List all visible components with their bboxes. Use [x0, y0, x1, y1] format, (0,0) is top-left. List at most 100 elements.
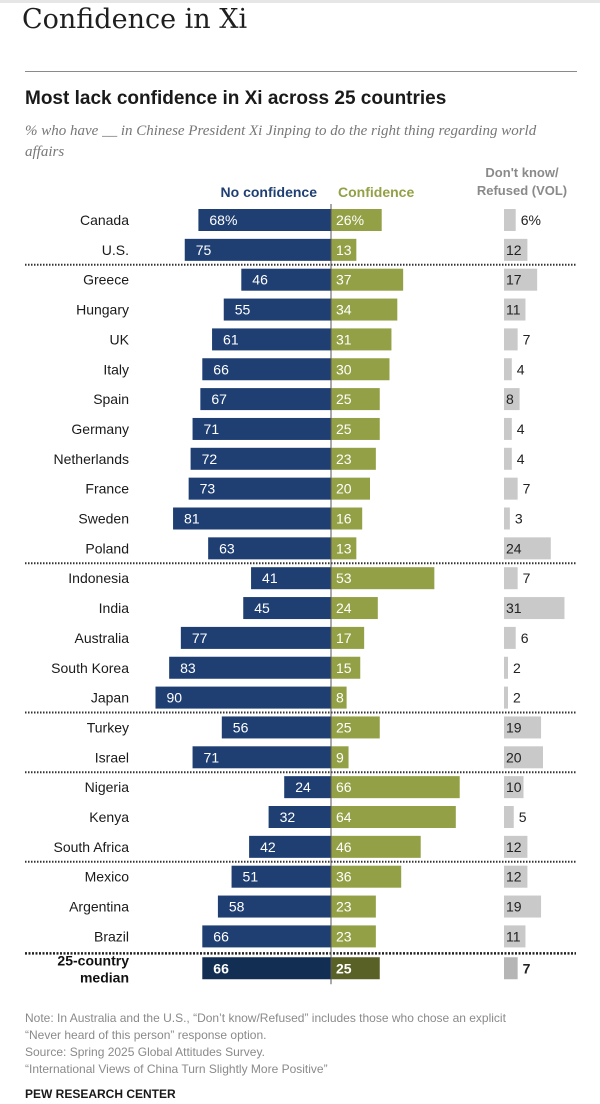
no-confidence-label-kenya: 32 — [280, 809, 296, 825]
no-confidence-bar-brazil — [202, 925, 331, 948]
dont-know-label-turkey: 19 — [506, 719, 522, 735]
dont-know-label-nigeria: 10 — [506, 779, 522, 795]
no-confidence-bar-germany — [192, 417, 331, 440]
dont-know-bar-indonesia — [504, 567, 518, 590]
median-label-line-2: median — [80, 969, 129, 985]
no-confidence-label-israel: 71 — [204, 749, 220, 765]
dont-know-label-greece: 17 — [506, 272, 522, 288]
dont-know-label-italy: 4 — [517, 361, 525, 377]
no-confidence-label-poland: 63 — [219, 540, 235, 556]
confidence-bar-spain — [331, 388, 380, 411]
dont-know-bar-nigeria — [504, 776, 524, 799]
country-label-india: India — [99, 600, 130, 616]
confidence-label-hungary: 34 — [336, 302, 352, 318]
no-confidence-bar-canada — [198, 209, 331, 231]
no-confidence-bar-turkey — [221, 716, 331, 739]
dont-know-bar-france — [504, 477, 518, 500]
no-confidence-label-france: 73 — [200, 481, 216, 497]
country-label-germany: Germany — [71, 421, 129, 437]
dont-know-bar-turkey — [504, 716, 542, 739]
no-confidence-label-nigeria: 24 — [295, 779, 311, 795]
dont-know-bar-south-korea — [504, 656, 508, 679]
report-title-line: “International Views of China Turn Sligh… — [25, 1062, 328, 1076]
pew-credit: PEW RESEARCH CENTER — [25, 1087, 176, 1101]
no-confidence-bar-poland — [208, 537, 331, 560]
title-rule — [25, 71, 577, 72]
dont-know-bar-u-s — [504, 238, 528, 261]
confidence-label-india: 24 — [336, 600, 352, 616]
dont-know-bar-canada — [504, 209, 516, 231]
no-confidence-label-australia: 77 — [192, 630, 208, 646]
confidence-bar-japan — [331, 686, 347, 709]
dont-know-label-mexico: 12 — [506, 869, 522, 885]
confidence-bar-mexico — [331, 865, 402, 888]
no-confidence-label-uk: 61 — [223, 331, 239, 347]
dont-know-bar-poland — [504, 537, 551, 560]
dont-know-bar-uk — [504, 328, 518, 351]
no-confidence-label-germany: 71 — [204, 421, 220, 437]
confidence-bar-south-korea — [331, 656, 361, 679]
no-confidence-bar-mexico — [231, 865, 331, 888]
country-label-poland: Poland — [85, 540, 129, 556]
dont-know-label-u-s: 12 — [506, 242, 522, 258]
confidence-label-uk: 31 — [336, 331, 352, 347]
no-confidence-bar-uk — [212, 328, 331, 351]
country-label-turkey: Turkey — [87, 719, 129, 735]
no-confidence-bar-south-africa — [249, 835, 331, 858]
confidence-bar-nigeria — [331, 776, 460, 799]
confidence-label-canada: 26% — [336, 212, 364, 228]
confidence-bar-australia — [331, 626, 365, 649]
no-confidence-label-india: 45 — [254, 600, 270, 616]
note-line-1: Note: In Australia and the U.S., “Don’t … — [25, 1011, 506, 1025]
confidence-label-australia: 17 — [336, 630, 352, 646]
confidence-label-greece: 37 — [336, 272, 352, 288]
confidence-label-germany: 25 — [336, 421, 352, 437]
dont-know-label-indonesia: 7 — [523, 570, 531, 586]
dont-know-bar-sweden — [504, 507, 510, 530]
dont-know-bar-india — [504, 597, 565, 620]
confidence-bar-hungary — [331, 298, 398, 321]
no-confidence-label-italy: 66 — [213, 361, 229, 377]
country-label-u-s: U.S. — [102, 242, 129, 258]
no-confidence-label-south-africa: 42 — [260, 839, 276, 855]
dont-know-label-germany: 4 — [517, 421, 525, 437]
no-confidence-bar-sweden — [173, 507, 331, 530]
country-label-canada: Canada — [80, 212, 129, 228]
no-confidence-bar-u-s — [184, 238, 331, 261]
no-confidence-label-japan: 90 — [167, 690, 183, 706]
confidence-bar-poland — [331, 537, 357, 560]
confidence-bar-canada — [331, 209, 382, 231]
confidence-bar-israel — [331, 746, 349, 769]
dont-know-label-israel: 20 — [506, 749, 522, 765]
no-confidence-label-median: 66 — [213, 960, 229, 976]
no-confidence-bar-south-korea — [169, 656, 331, 679]
confidence-bar-kenya — [331, 806, 456, 828]
no-confidence-label-turkey: 56 — [233, 719, 249, 735]
dont-know-bar-italy — [504, 358, 512, 381]
dont-know-bar-south-africa — [504, 835, 528, 858]
dont-know-bar-greece — [504, 268, 538, 291]
confidence-label-argentina: 23 — [336, 899, 352, 915]
notes: Note: In Australia and the U.S., “Don’t … — [25, 1010, 585, 1078]
legend-confidence: Confidence — [338, 184, 415, 200]
no-confidence-bar-hungary — [223, 298, 331, 321]
confidence-bar-sweden — [331, 507, 363, 530]
dont-know-bar-mexico — [504, 865, 528, 888]
dont-know-label-argentina: 19 — [506, 899, 522, 915]
dont-know-bar-australia — [504, 626, 516, 649]
country-label-kenya: Kenya — [89, 809, 129, 825]
country-label-italy: Italy — [103, 361, 129, 377]
source-line: Source: Spring 2025 Global Attitudes Sur… — [25, 1045, 265, 1059]
dont-know-bar-germany — [504, 417, 512, 440]
dont-know-label-brazil: 11 — [506, 928, 521, 944]
no-confidence-bar-argentina — [217, 895, 331, 918]
no-confidence-label-greece: 46 — [252, 272, 268, 288]
country-label-hungary: Hungary — [76, 302, 129, 318]
no-confidence-bar-median — [202, 957, 331, 980]
dont-know-label-median: 7 — [523, 960, 531, 976]
no-confidence-bar-italy — [202, 358, 331, 381]
confidence-label-nigeria: 66 — [336, 779, 352, 795]
confidence-label-spain: 25 — [336, 391, 352, 407]
dont-know-label-sweden: 3 — [515, 511, 523, 527]
confidence-label-median: 25 — [336, 960, 352, 976]
